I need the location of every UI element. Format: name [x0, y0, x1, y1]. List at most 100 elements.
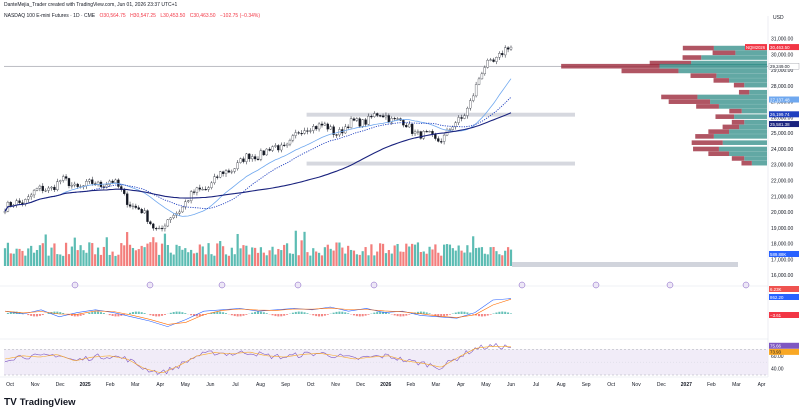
macd-line	[4, 298, 512, 327]
candle-body	[219, 171, 222, 178]
volume-bar	[504, 250, 507, 266]
macd-histogram-bar	[62, 312, 65, 314]
volume-bar	[358, 254, 361, 266]
rsi-axis-label: 75.66	[770, 344, 782, 349]
macd-histogram-bar	[131, 312, 134, 314]
volume-bar	[460, 250, 463, 266]
macd-histogram-bar	[239, 314, 242, 317]
volume-bar	[32, 252, 36, 266]
candle-body	[35, 188, 39, 191]
candle-body	[349, 118, 353, 128]
candle-body	[489, 59, 492, 61]
candle-body	[236, 162, 239, 169]
rsi-axis-label-bg	[769, 348, 799, 355]
volume-bar	[309, 255, 312, 266]
volume-profile-down-bar	[731, 119, 745, 125]
volume-average-band	[512, 262, 738, 267]
volume-bar	[390, 253, 393, 266]
volume-bar	[274, 254, 277, 266]
candle-body	[76, 183, 79, 187]
macd-histogram-bar	[457, 311, 460, 314]
volume-bar	[463, 252, 466, 266]
volume-bar	[15, 248, 18, 266]
volume-profile-up-bar	[713, 45, 767, 51]
macd-histogram-bar	[137, 311, 140, 314]
volume-bar	[326, 244, 329, 266]
volume-bar	[21, 250, 24, 266]
volume-bar	[227, 255, 231, 266]
x-tick-label: Mar	[432, 382, 441, 388]
tradingview-brand[interactable]: TV TradingView	[4, 397, 76, 408]
ohlc-low: L30,453.50	[160, 13, 186, 19]
volume-bar	[373, 255, 376, 266]
candle-body	[425, 131, 428, 133]
volume-bar	[53, 243, 56, 266]
volume-bar	[149, 242, 152, 266]
candle-body	[166, 219, 170, 227]
volume-bar	[108, 254, 111, 266]
candle-body	[105, 184, 108, 188]
volume-bar	[24, 255, 27, 266]
volume-label: 589.88K	[770, 252, 786, 257]
candle-body	[335, 134, 338, 136]
candle-body	[195, 187, 199, 193]
candle-body	[361, 119, 364, 127]
macd-histogram-bar	[320, 314, 323, 317]
volume-bar	[27, 248, 30, 266]
candle-body	[3, 211, 7, 213]
macd-histogram-bar	[175, 311, 178, 314]
volume-bar	[248, 254, 251, 266]
macd-histogram-bar	[169, 312, 172, 314]
candle-body	[300, 133, 303, 135]
volume-bar	[457, 245, 460, 266]
candle-body	[201, 189, 204, 191]
macd-histogram-bar	[352, 314, 355, 316]
candle-body	[251, 156, 254, 160]
volume-bar	[384, 253, 388, 266]
macd-histogram-bar	[312, 314, 315, 316]
macd-histogram-bar	[463, 311, 466, 314]
macd-histogram-bar	[486, 314, 489, 316]
volume-bar	[41, 243, 44, 266]
volume-bar	[126, 232, 129, 266]
volume-bar	[6, 242, 10, 266]
macd-histogram-bar	[129, 312, 132, 314]
x-tick-label: Nov	[331, 382, 340, 388]
macd-histogram-bar	[501, 311, 504, 314]
candle-body	[492, 59, 495, 62]
symbol-title[interactable]: NASDAQ 100 E-mini Futures · 1D · CME	[4, 13, 96, 19]
candle-body	[437, 138, 440, 142]
macd-histogram-bar	[161, 314, 164, 316]
volume-bar	[306, 252, 309, 266]
macd-histogram-bar	[193, 314, 196, 317]
volume-bar	[59, 254, 62, 266]
macd-histogram-bar	[242, 314, 245, 316]
volume-bar	[62, 255, 65, 266]
x-tick-label: Aug	[557, 382, 566, 388]
candle-body	[405, 124, 408, 128]
volume-bar	[344, 253, 347, 266]
volume-profile-up-bar	[697, 94, 767, 100]
volume-bar	[64, 242, 68, 266]
volume-bar	[335, 242, 338, 266]
candle-body	[495, 57, 498, 62]
volume-bar	[291, 253, 295, 266]
candle-body	[242, 158, 245, 162]
volume-bar	[207, 243, 210, 266]
candle-body	[457, 117, 460, 123]
volume-profile-down-bar	[682, 45, 714, 51]
candle-body	[364, 119, 367, 125]
x-tick-label: 2027	[681, 382, 692, 388]
candle-body	[73, 183, 76, 186]
macd-signal-line	[4, 298, 512, 325]
volume-bar	[434, 244, 437, 266]
candle-body	[396, 118, 399, 120]
volume-bar	[277, 248, 280, 266]
volume-bar	[256, 252, 260, 266]
volume-bar	[271, 246, 274, 266]
macd-axis-label: 862.20	[770, 295, 784, 300]
volume-bar	[155, 242, 158, 266]
volume-bar	[332, 250, 335, 266]
